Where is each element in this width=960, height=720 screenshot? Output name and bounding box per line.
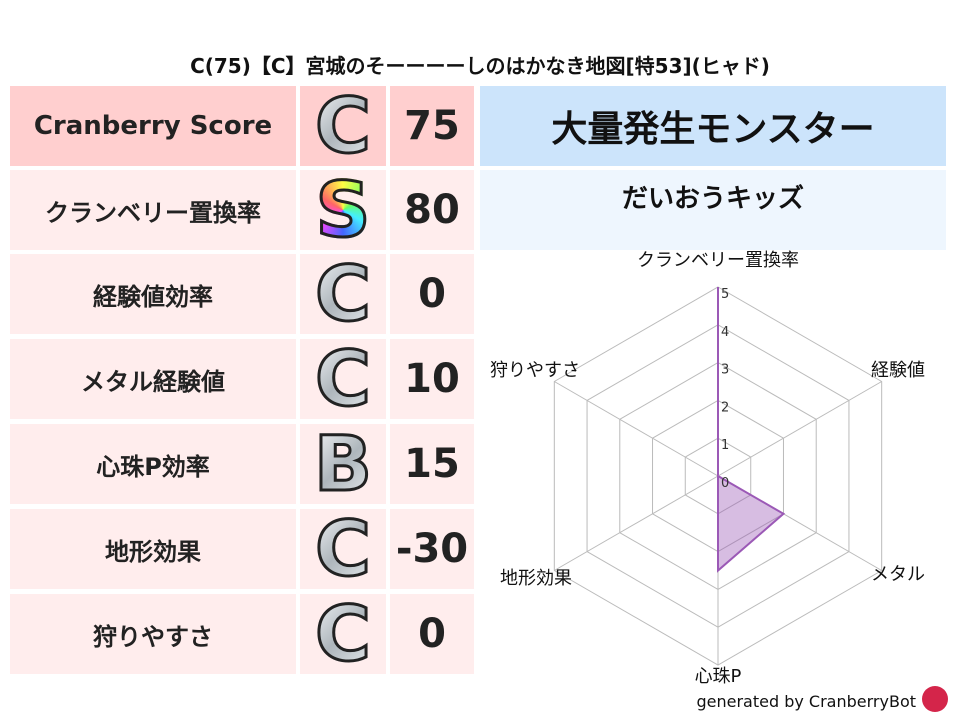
grade-cell: S: [300, 170, 386, 250]
row-value: 0: [390, 254, 474, 334]
row-label: メタル経験値: [10, 339, 296, 419]
row-value: 10: [390, 339, 474, 419]
row-label: 狩りやすさ: [10, 594, 296, 674]
axis-line: [554, 475, 719, 571]
axis-label: 経験値: [871, 360, 925, 381]
row-value: 15: [390, 424, 474, 504]
row-label: 地形効果: [10, 509, 296, 589]
grade-c-icon: C: [314, 81, 373, 170]
tick-label: 4: [721, 325, 729, 340]
grade-cell: C: [300, 339, 386, 419]
grade-s-icon: S: [314, 165, 372, 254]
data-polygon: [717, 474, 786, 573]
tick-label: 0: [721, 476, 729, 491]
axis-label: 心珠P: [695, 666, 742, 687]
tick-label: 1: [721, 438, 729, 453]
axis-label: 地形効果: [500, 568, 572, 589]
tick-label: 5: [721, 287, 729, 302]
grade-cell: B: [300, 424, 386, 504]
grade-c-icon: C: [314, 504, 373, 593]
grade-c-icon: C: [314, 589, 373, 678]
page-title: C(75)【C】宮城のそーーーーしのはかなき地図[特53](ヒャド): [190, 54, 770, 78]
monster-header: 大量発生モンスター: [480, 86, 946, 166]
grade-cell: C: [300, 86, 386, 166]
row-label: Cranberry Score: [10, 86, 296, 166]
tick-label: 3: [721, 363, 729, 378]
grade-cell: C: [300, 509, 386, 589]
row-label: 経験値効率: [10, 254, 296, 334]
grade-b-icon: B: [313, 419, 374, 508]
grade-c-icon: C: [314, 334, 373, 423]
footer-credit: generated by CranberryBot: [696, 692, 916, 711]
axis-label: 狩りやすさ: [490, 360, 580, 381]
row-label: クランベリー置換率: [10, 170, 296, 250]
row-label: 心珠P効率: [10, 424, 296, 504]
tick-label: 2: [721, 400, 729, 415]
axis-label: メタル: [871, 564, 925, 585]
grade-cell: C: [300, 254, 386, 334]
axis-line: [717, 381, 882, 477]
grade-cell: C: [300, 594, 386, 674]
cranberry-bot-logo-icon: [922, 686, 948, 712]
axis-line: [554, 381, 719, 477]
row-value: 80: [390, 170, 474, 250]
monster-name: だいおうキッズ: [480, 170, 946, 250]
row-value: -30: [390, 509, 474, 589]
row-value: 0: [390, 594, 474, 674]
axis-label: クランベリー置換率: [637, 250, 799, 271]
row-value: 75: [390, 86, 474, 166]
grade-c-icon: C: [314, 249, 373, 338]
